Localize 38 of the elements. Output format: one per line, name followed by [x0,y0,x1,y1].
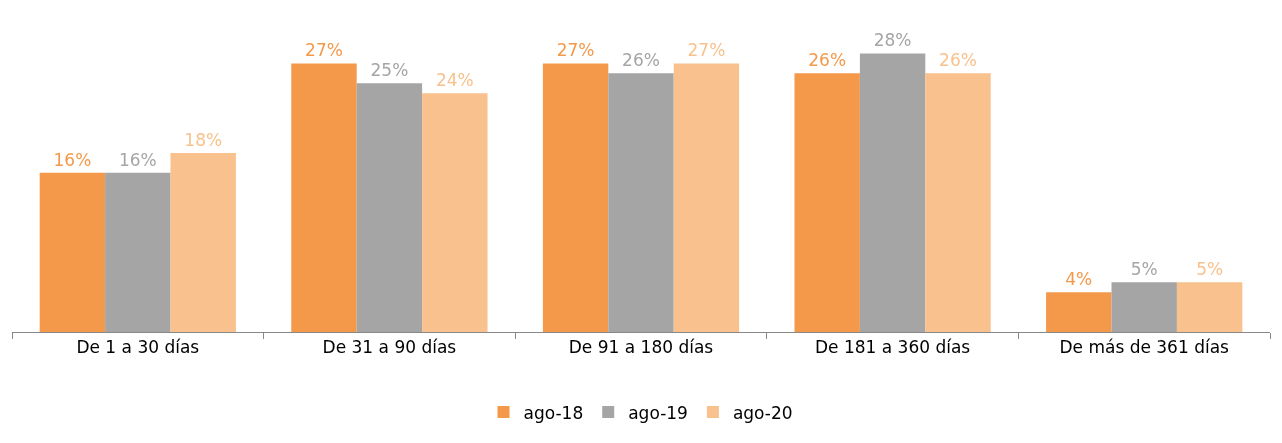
x-tick-label: De 91 a 180 días [568,337,714,358]
x-tick-label: De más de 361 días [1059,337,1230,358]
bar [794,73,860,332]
bar [1176,282,1243,332]
data-label: 16% [118,149,157,170]
data-label: 28% [873,30,912,51]
data-label: 27% [305,40,343,61]
data-label: 5% [1196,259,1224,280]
x-tick-label: De 31 a 90 días [322,337,457,358]
bar [291,63,357,332]
bar [925,73,991,332]
bar [105,172,171,332]
bar [1046,292,1112,332]
bar [608,73,674,332]
bar [39,172,106,332]
data-label: 26% [622,50,660,71]
x-tick-label: De 1 a 30 días [76,337,200,358]
data-label: 4% [1065,269,1093,290]
bar [859,53,926,332]
data-label: 27% [687,40,726,61]
legend-label: ago-19 [628,402,688,423]
bar [170,152,236,332]
data-label: 5% [1130,259,1158,280]
bar [542,63,609,332]
bar [1111,282,1177,332]
data-label: 26% [939,50,977,71]
bar [422,93,488,332]
x-tick-label: De 181 a 360 días [814,337,971,358]
data-label: 18% [184,129,223,150]
data-label: 26% [808,50,847,71]
data-label: 16% [53,149,92,170]
bar [356,83,423,332]
data-label: 27% [556,40,595,61]
data-label: 24% [435,70,474,91]
legend-label: ago-18 [523,402,584,423]
bar [673,63,740,332]
data-label: 25% [370,60,409,81]
legend-label: ago-20 [732,402,793,423]
